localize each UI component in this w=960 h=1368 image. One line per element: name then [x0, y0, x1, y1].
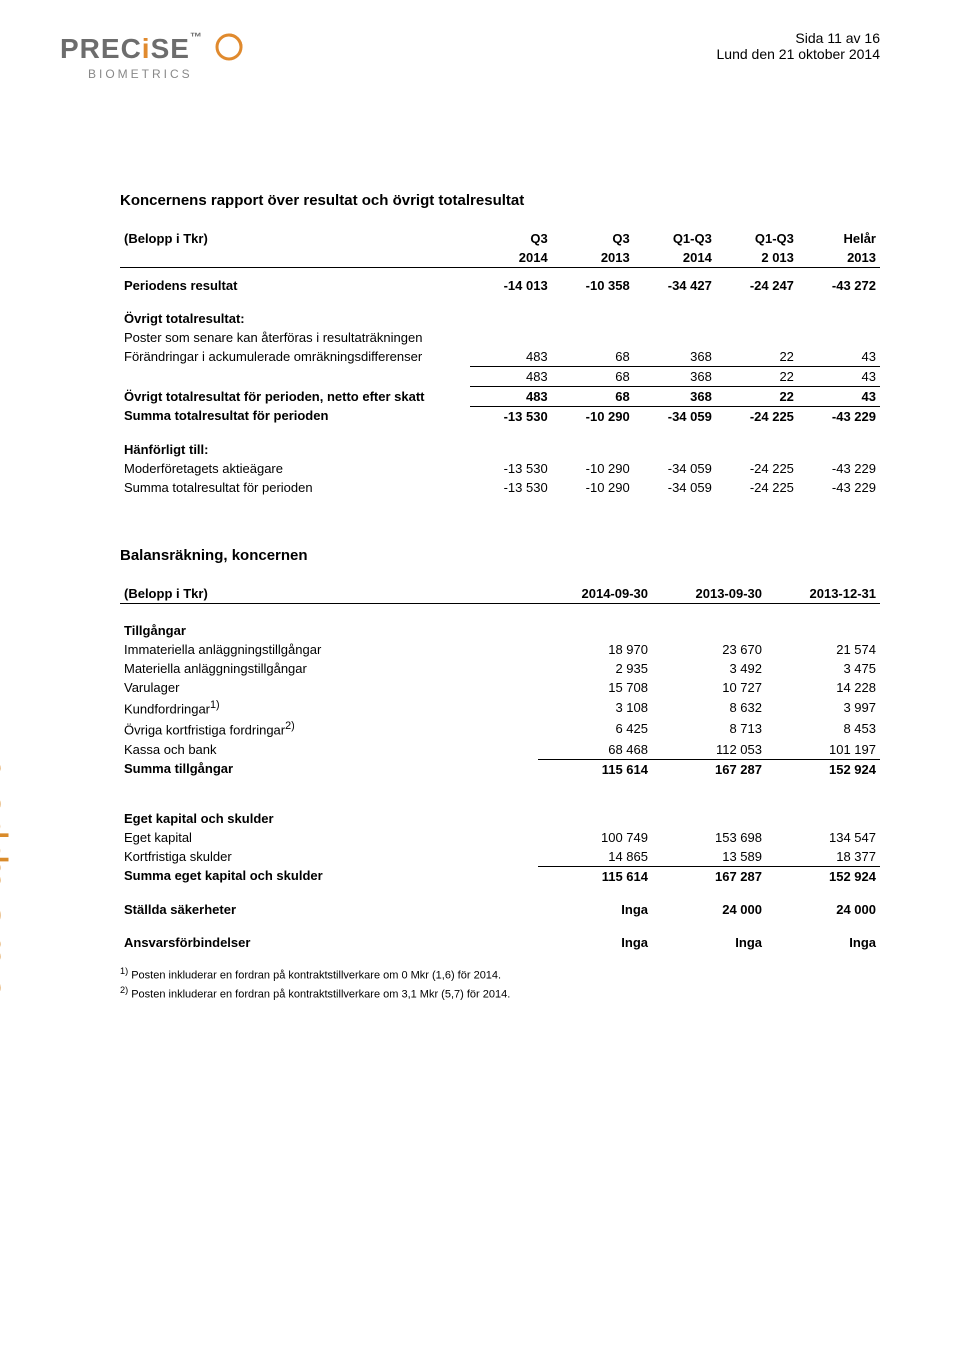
poster-row: Poster som senare kan återföras i result…	[120, 328, 880, 347]
table1-header-row1: (Belopp i Tkr) Q3 Q3 Q1-Q3 Q1-Q3 Helår	[120, 229, 880, 248]
eget-header-row: Eget kapital och skulder	[120, 809, 880, 828]
table1-title: Koncernens rapport över resultat och övr…	[120, 192, 880, 209]
page-container: PRECiSE™ BIOMETRICS Sida 11 av 16 Lund d…	[0, 0, 960, 1061]
comprehensive-income-table: (Belopp i Tkr) Q3 Q3 Q1-Q3 Q1-Q3 Helår 2…	[120, 229, 880, 497]
summa2-row: Summa totalresultat för perioden -13 530…	[120, 478, 880, 497]
side-label: Delårsrapport	[0, 764, 10, 1031]
unit-label: (Belopp i Tkr)	[120, 229, 470, 248]
period-result-row: Periodens resultat -14 013 -10 358 -34 4…	[120, 276, 880, 295]
summa-total-row: Summa totalresultat för perioden -13 530…	[120, 406, 880, 426]
ansvar-row: Ansvarsförbindelser Inga Inga Inga	[120, 933, 880, 952]
swirl-icon	[212, 30, 246, 71]
asset-row: Immateriella anläggningstillgångar 18 97…	[120, 640, 880, 659]
asset-row: Materiella anläggningstillgångar 2 935 3…	[120, 659, 880, 678]
logo-tm: ™	[190, 30, 203, 44]
ovrigt-netto-row: Övrigt totalresultat för perioden, netto…	[120, 386, 880, 406]
footnote-1: 1) Posten inkluderar en fordran på kontr…	[120, 966, 880, 982]
table2-header-row: (Belopp i Tkr) 2014-09-30 2013-09-30 201…	[120, 584, 880, 604]
hanforligt-header-row: Hänförligt till:	[120, 440, 880, 459]
footnote-2: 2) Posten inkluderar en fordran på kontr…	[120, 985, 880, 1001]
logo-brand: PRECiSE™	[60, 30, 246, 71]
other-total-header-row: Övrigt totalresultat:	[120, 309, 880, 328]
equity-row: Eget kapital 100 749 153 698 134 547	[120, 828, 880, 847]
summa-eget-row: Summa eget kapital och skulder 115 614 1…	[120, 866, 880, 886]
asset-row: Kundfordringar1) 3 108 8 632 3 997	[120, 697, 880, 718]
asset-row: Varulager 15 708 10 727 14 228	[120, 678, 880, 697]
tillgangar-header-row: Tillgångar	[120, 621, 880, 640]
company-logo: PRECiSE™ BIOMETRICS	[60, 30, 246, 81]
moder-row: Moderföretagets aktieägare -13 530 -10 2…	[120, 459, 880, 478]
logo-i: i	[142, 33, 151, 64]
table1-header-row2: 2014 2013 2014 2 013 2013	[120, 248, 880, 268]
asset-row: Övriga kortfristiga fordringar2) 6 425 8…	[120, 718, 880, 739]
logo-post: SE	[151, 33, 190, 64]
stallda-row: Ställda säkerheter Inga 24 000 24 000	[120, 900, 880, 919]
table2-title: Balansräkning, koncernen	[120, 547, 880, 564]
sub-total-row: 483 68 368 22 43	[120, 366, 880, 386]
equity-row: Kortfristiga skulder 14 865 13 589 18 37…	[120, 847, 880, 867]
forandringar-row: Förändringar i ackumulerade omräkningsdi…	[120, 347, 880, 367]
logo-pre: PREC	[60, 33, 142, 64]
summa-tillgangar-row: Summa tillgångar 115 614 167 287 152 924	[120, 759, 880, 779]
asset-row: Kassa och bank 68 468 112 053 101 197	[120, 740, 880, 760]
balance-sheet-table: (Belopp i Tkr) 2014-09-30 2013-09-30 201…	[120, 584, 880, 952]
